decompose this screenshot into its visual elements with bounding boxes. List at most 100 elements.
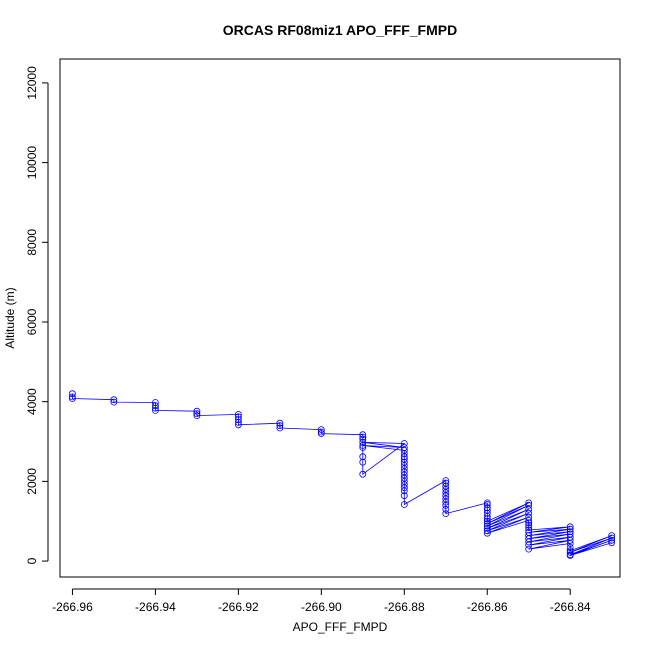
- x-tick-label: -266.84: [550, 600, 591, 614]
- data-point: [151, 404, 159, 412]
- data-point: [442, 510, 450, 517]
- data-point: [566, 525, 574, 533]
- data-point: [400, 468, 408, 476]
- x-tick-label: -266.88: [384, 600, 425, 614]
- data-point: [483, 529, 491, 537]
- data-point: [359, 442, 367, 449]
- data-point: [234, 416, 242, 424]
- data-point: [400, 440, 408, 447]
- data-point: [110, 396, 118, 404]
- data-point: [400, 492, 408, 500]
- data-point: [483, 517, 491, 525]
- data-point: [359, 438, 367, 446]
- data-point: [317, 430, 325, 438]
- data-point: [608, 536, 616, 544]
- data-point: [566, 548, 574, 556]
- data-point: [151, 406, 159, 414]
- data-point: [525, 538, 533, 546]
- data-point: [442, 505, 450, 513]
- data-point: [483, 525, 491, 532]
- data-point: [525, 545, 533, 553]
- data-point: [317, 426, 325, 434]
- data-point: [566, 544, 574, 551]
- data-point: [234, 410, 242, 418]
- y-tick-label: 10000: [25, 146, 39, 180]
- data-point: [608, 532, 616, 539]
- data-point: [442, 498, 450, 506]
- data-point: [483, 515, 491, 523]
- y-tick-label: 6000: [25, 308, 39, 335]
- data-point: [483, 499, 491, 507]
- x-tick-label: -266.94: [135, 600, 176, 614]
- data-point: [525, 519, 533, 527]
- data-point: [442, 501, 450, 509]
- data-point: [608, 539, 616, 547]
- data-point: [69, 395, 76, 402]
- data-point: [566, 552, 574, 559]
- data-point: [483, 513, 491, 520]
- y-tick-label: 12000: [25, 66, 39, 100]
- data-point: [525, 521, 533, 529]
- x-axis: -266.96 -266.94 -266.92 -266.90 -266.88 -266.…: [52, 588, 591, 614]
- data-point: [69, 390, 76, 398]
- y-tick-label: 0: [25, 557, 39, 564]
- x-axis-label: APO_FFF_FMPD: [293, 620, 388, 634]
- y-tick-label: 4000: [25, 388, 39, 415]
- data-point: [317, 428, 325, 436]
- data-point: [234, 421, 242, 429]
- data-point: [483, 520, 491, 527]
- data-point: [359, 470, 367, 478]
- data-point: [483, 527, 491, 535]
- data-point: [566, 536, 574, 544]
- y-tick-label: 2000: [25, 468, 39, 495]
- chart-title: ORCAS RF08miz1 APO_FFF_FMPD: [223, 22, 457, 38]
- data-point: [359, 444, 367, 451]
- x-tick-label: -266.86: [467, 600, 508, 614]
- data-point: [193, 407, 201, 415]
- data-point: [359, 433, 367, 441]
- data-point: [525, 517, 533, 524]
- x-tick-label: -266.90: [301, 600, 342, 614]
- data-point: [483, 509, 491, 517]
- data-point: [525, 524, 533, 531]
- data-point: [400, 501, 408, 508]
- data-point: [483, 522, 491, 530]
- data-point: [400, 453, 408, 461]
- data-point: [400, 487, 408, 495]
- data-point: [110, 398, 118, 406]
- data-point: [359, 431, 367, 439]
- data-point: [608, 534, 616, 542]
- data-point: [525, 509, 533, 517]
- data-point: [400, 484, 408, 492]
- x-tick-label: -266.96: [52, 600, 93, 614]
- data-point: [234, 418, 242, 426]
- data-point: [442, 485, 450, 493]
- data-point: [359, 458, 367, 466]
- data-point: [69, 393, 76, 401]
- data-point: [193, 412, 201, 420]
- data-point: [483, 504, 491, 512]
- data-point: [276, 424, 284, 432]
- data-point: [566, 523, 574, 531]
- data-point: [525, 505, 533, 513]
- data-point: [525, 513, 533, 521]
- series-line: [72, 393, 612, 556]
- data-point: [276, 419, 284, 427]
- y-axis: 0 2000 4000 6000 8000 10000 12000: [25, 66, 49, 564]
- series-lines: [72, 393, 612, 556]
- data-point: [193, 410, 201, 418]
- y-axis-label: Altitude (m): [3, 287, 17, 348]
- series-points: [69, 390, 616, 559]
- data-point: [525, 541, 533, 549]
- data-point: [359, 453, 367, 461]
- data-point: [566, 540, 574, 547]
- data-point: [276, 422, 284, 430]
- data-point: [400, 446, 408, 454]
- data-point: [525, 526, 533, 534]
- x-tick-label: -266.92: [218, 600, 259, 614]
- data-point: [151, 402, 159, 410]
- y-tick-label: 8000: [25, 229, 39, 256]
- data-point: [525, 501, 533, 509]
- plot-frame: [59, 58, 621, 578]
